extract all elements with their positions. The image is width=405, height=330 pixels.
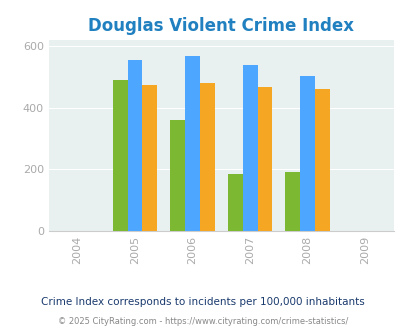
Bar	[170, 120, 185, 231]
Text: Crime Index corresponds to incidents per 100,000 inhabitants: Crime Index corresponds to incidents per…	[41, 297, 364, 307]
Text: © 2025 CityRating.com - https://www.cityrating.com/crime-statistics/: © 2025 CityRating.com - https://www.city…	[58, 317, 347, 326]
Bar	[257, 87, 272, 231]
Bar	[200, 83, 214, 231]
Bar	[185, 56, 200, 231]
Bar	[142, 85, 157, 231]
Bar	[242, 65, 257, 231]
Bar	[314, 89, 329, 231]
Bar	[227, 174, 242, 231]
Bar	[127, 60, 142, 231]
Bar	[112, 80, 127, 231]
Title: Douglas Violent Crime Index: Douglas Violent Crime Index	[88, 17, 354, 35]
Bar	[299, 76, 314, 231]
Bar	[284, 172, 299, 231]
